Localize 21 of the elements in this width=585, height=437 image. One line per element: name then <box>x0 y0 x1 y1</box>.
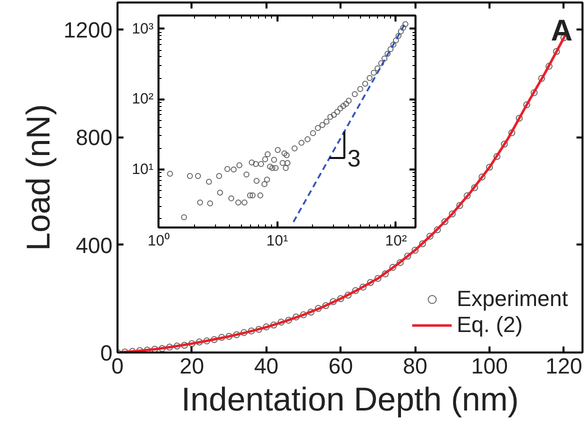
y-axis-title: Load (nN) <box>20 104 57 251</box>
x-tick-label: 100 <box>471 354 508 378</box>
y-tick-label: 1200 <box>64 17 113 42</box>
annotation: A <box>550 14 573 48</box>
legend-label: Eq. (2) <box>456 312 523 338</box>
y-tick-label: 10¹ <box>132 161 154 178</box>
x-tick-label: 10⁰ <box>148 232 170 250</box>
x-tick-label: 60 <box>328 354 353 378</box>
x-tick-label: 20 <box>180 354 204 378</box>
x-tick-label: 120 <box>546 354 582 378</box>
y-tick-label: 800 <box>76 125 113 150</box>
y-tick-label: 10³ <box>132 20 154 38</box>
y-tick-label: 10² <box>132 90 154 108</box>
x-tick-label: 80 <box>402 354 428 378</box>
y-tick-label: 400 <box>76 232 113 258</box>
x-tick-label: 10¹ <box>266 232 288 250</box>
annotation: 3 <box>347 146 361 172</box>
x-tick-label: 40 <box>254 354 279 378</box>
x-axis-title: Indentation Depth (nm) <box>181 380 519 418</box>
x-tick-label: 10² <box>385 232 407 250</box>
legend-label: Experiment <box>456 286 568 312</box>
